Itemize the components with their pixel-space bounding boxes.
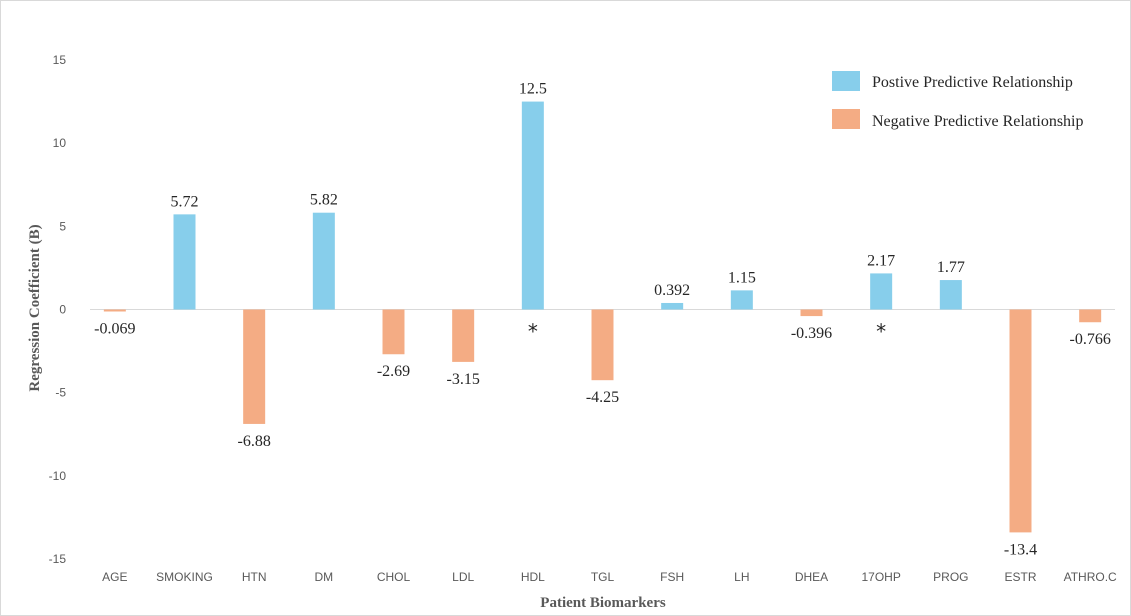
legend-swatch-positive — [832, 71, 860, 91]
y-tick-label: 15 — [53, 53, 67, 67]
data-label: -0.069 — [94, 321, 135, 338]
bar-athro-c — [1079, 309, 1102, 323]
x-tick-label: DHEA — [795, 570, 828, 584]
x-tick-label: LH — [734, 570, 749, 584]
significance-markers: * * — [528, 320, 886, 344]
data-label: -0.766 — [1070, 331, 1111, 348]
data-label: -0.396 — [791, 325, 832, 342]
x-tick-label: 17OHP — [861, 570, 900, 584]
bar-prog — [939, 280, 962, 310]
x-tick-label: HTN — [242, 570, 267, 584]
data-label: -4.25 — [586, 389, 619, 406]
y-tick-label: -15 — [49, 552, 67, 566]
bar-hdl — [521, 101, 544, 310]
data-label: 5.72 — [171, 193, 199, 210]
x-tick-label: HDL — [521, 570, 545, 584]
x-tick-label: LDL — [452, 570, 474, 584]
y-axis-ticks: -15 -10 -5 0 5 10 15 — [49, 53, 67, 566]
bar-estr — [1009, 309, 1032, 533]
bar-ldl — [452, 309, 475, 362]
bar-smoking — [173, 214, 196, 310]
x-tick-label: TGL — [591, 570, 615, 584]
bars-group — [103, 101, 1102, 533]
x-tick-label: DM — [314, 570, 333, 584]
x-tick-label: ESTR — [1004, 570, 1036, 584]
bar-dm — [312, 212, 335, 310]
y-tick-label: 10 — [53, 136, 67, 150]
bar-fsh — [661, 302, 684, 310]
data-label: 0.392 — [654, 282, 690, 299]
significance-marker: * — [528, 320, 538, 344]
legend-label-positive: Postive Predictive Relationship — [872, 74, 1073, 91]
data-labels-group: -0.069 5.72 -6.88 5.82 -2.69 -3.15 12.5 -4.25 0.… — [94, 81, 1111, 559]
x-axis-title: Patient Biomarkers — [540, 595, 666, 611]
y-axis-title: Regression Coefficient (B) — [27, 224, 43, 391]
data-label: -6.88 — [238, 433, 271, 450]
y-tick-label: 5 — [59, 219, 66, 233]
x-tick-label: PROG — [933, 570, 968, 584]
legend-label-negative: Negative Predictive Relationship — [872, 113, 1084, 130]
data-label: 12.5 — [519, 81, 547, 98]
x-tick-label: ATHRO.C — [1064, 570, 1117, 584]
data-label: -3.15 — [447, 371, 480, 388]
data-label: 5.82 — [310, 192, 338, 209]
y-tick-label: -5 — [55, 386, 66, 400]
data-label: -13.4 — [1004, 541, 1037, 558]
x-tick-label: FSH — [660, 570, 684, 584]
bar-dhea — [800, 309, 823, 317]
bar-lh — [730, 290, 753, 310]
x-tick-label: AGE — [102, 570, 127, 584]
data-label: -2.69 — [377, 363, 410, 380]
y-tick-label: 0 — [59, 303, 66, 317]
significance-marker: * — [876, 320, 886, 344]
bar-tgl — [591, 309, 614, 381]
bar-17ohp — [870, 273, 893, 310]
x-tick-label: SMOKING — [156, 570, 213, 584]
bar-chol — [382, 309, 405, 355]
bar-age — [103, 309, 126, 312]
data-label: 1.15 — [728, 269, 756, 286]
legend: Postive Predictive Relationship Negative… — [832, 71, 1084, 130]
x-axis-ticks: AGE SMOKING HTN DM CHOL LDL HDL TGL FSH LH DHEA 17O… — [102, 570, 1117, 584]
y-tick-label: -10 — [49, 469, 67, 483]
legend-swatch-negative — [832, 109, 860, 129]
x-tick-label: CHOL — [377, 570, 411, 584]
data-label: 1.77 — [937, 259, 965, 276]
data-label: 2.17 — [867, 252, 895, 269]
bar-htn — [243, 309, 266, 424]
